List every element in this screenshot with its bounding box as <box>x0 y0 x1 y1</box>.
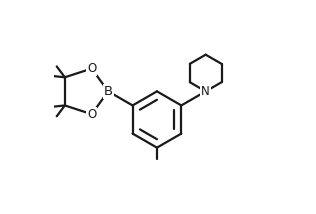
Text: B: B <box>104 85 113 98</box>
Text: O: O <box>87 108 96 121</box>
Text: O: O <box>87 62 96 75</box>
Text: N: N <box>201 85 210 98</box>
Text: N: N <box>201 85 210 98</box>
